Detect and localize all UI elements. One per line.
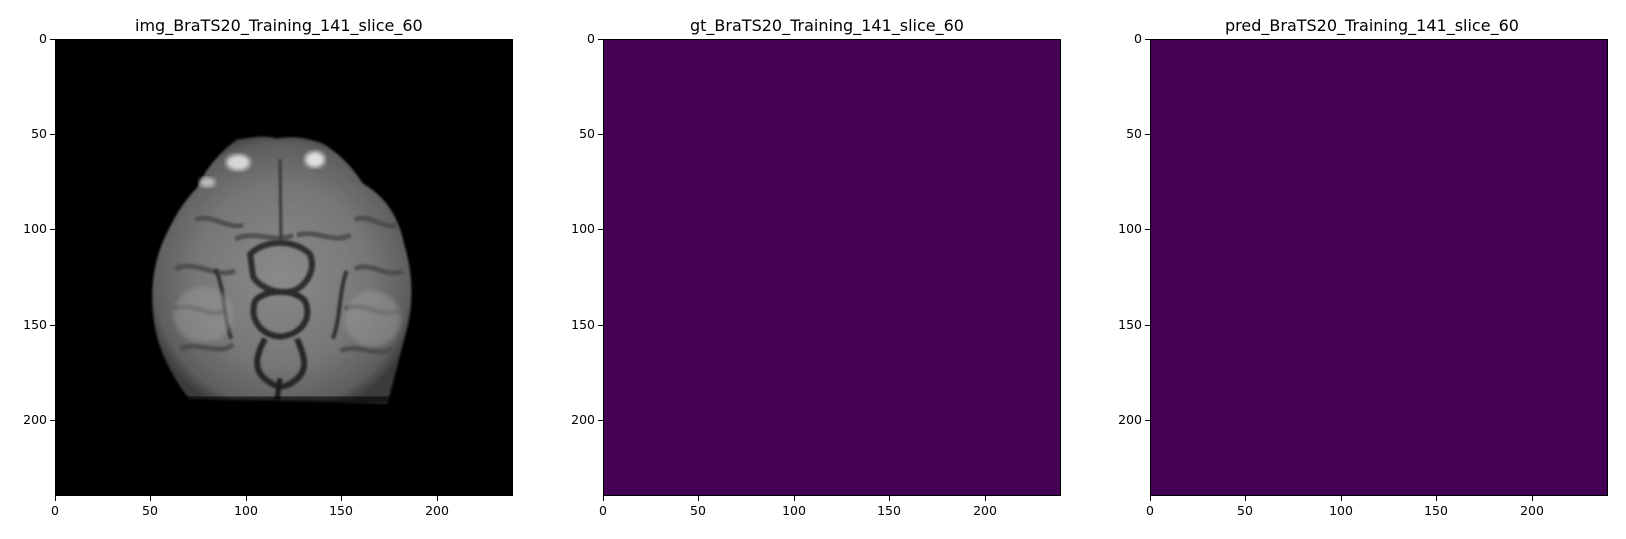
panel-title: pred_BraTS20_Training_141_slice_60 bbox=[1225, 16, 1519, 35]
x-tick-label: 200 bbox=[425, 503, 449, 518]
x-tick-mark bbox=[150, 496, 151, 501]
y-tick-label: 150 bbox=[23, 317, 47, 332]
x-tick-mark bbox=[246, 496, 247, 501]
x-tick-label: 0 bbox=[1146, 503, 1154, 518]
y-tick-mark bbox=[598, 420, 603, 421]
y-tick-mark bbox=[50, 420, 55, 421]
x-tick-mark bbox=[698, 496, 699, 501]
x-tick-label: 100 bbox=[234, 503, 258, 518]
y-tick-label: 200 bbox=[571, 412, 595, 427]
x-tick-label: 50 bbox=[142, 503, 158, 518]
prediction-mask-image bbox=[1151, 40, 1607, 495]
y-tick-label: 150 bbox=[571, 317, 595, 332]
panel-image: img_BraTS20_Training_141_slice_60 bbox=[0, 0, 540, 539]
x-tick-label: 100 bbox=[782, 503, 806, 518]
y-tick-label: 200 bbox=[23, 412, 47, 427]
ground-truth-mask-image bbox=[604, 40, 1060, 495]
y-tick-label: 100 bbox=[1118, 221, 1142, 236]
x-tick-mark bbox=[437, 496, 438, 501]
x-tick-mark bbox=[1436, 496, 1437, 501]
y-tick-mark bbox=[50, 229, 55, 230]
y-tick-mark bbox=[598, 325, 603, 326]
mri-brain-slice-image bbox=[56, 40, 512, 495]
panel-ground-truth: gt_BraTS20_Training_141_slice_60 bbox=[0, 0, 1061, 539]
y-tick-mark bbox=[50, 39, 55, 40]
y-tick-mark bbox=[50, 134, 55, 135]
y-tick-mark bbox=[1145, 325, 1150, 326]
y-tick-label: 0 bbox=[587, 31, 595, 46]
x-tick-label: 50 bbox=[690, 503, 706, 518]
y-tick-label: 0 bbox=[39, 31, 47, 46]
x-tick-mark bbox=[889, 496, 890, 501]
image-axes bbox=[55, 39, 513, 496]
ground-truth-axes bbox=[603, 39, 1061, 496]
x-tick-mark bbox=[1245, 496, 1246, 501]
x-tick-mark bbox=[603, 496, 604, 501]
y-tick-label: 100 bbox=[571, 221, 595, 236]
x-tick-mark bbox=[985, 496, 986, 501]
y-tick-label: 50 bbox=[1126, 126, 1142, 141]
prediction-axes bbox=[1150, 39, 1608, 496]
x-tick-label: 200 bbox=[1520, 503, 1544, 518]
x-tick-mark bbox=[55, 496, 56, 501]
x-tick-mark bbox=[1150, 496, 1151, 501]
y-tick-mark bbox=[50, 325, 55, 326]
x-tick-mark bbox=[341, 496, 342, 501]
y-tick-mark bbox=[598, 134, 603, 135]
y-tick-mark bbox=[1145, 134, 1150, 135]
x-tick-mark bbox=[1341, 496, 1342, 501]
x-tick-label: 0 bbox=[599, 503, 607, 518]
x-tick-label: 0 bbox=[51, 503, 59, 518]
y-tick-label: 150 bbox=[1118, 317, 1142, 332]
x-tick-label: 150 bbox=[1424, 503, 1448, 518]
y-tick-mark bbox=[598, 229, 603, 230]
x-tick-label: 50 bbox=[1237, 503, 1253, 518]
y-tick-mark bbox=[1145, 229, 1150, 230]
y-tick-label: 0 bbox=[1134, 31, 1142, 46]
y-tick-label: 50 bbox=[579, 126, 595, 141]
panel-title: gt_BraTS20_Training_141_slice_60 bbox=[690, 16, 964, 35]
y-tick-label: 50 bbox=[31, 126, 47, 141]
y-tick-label: 100 bbox=[23, 221, 47, 236]
y-tick-mark bbox=[1145, 39, 1150, 40]
y-tick-mark bbox=[598, 39, 603, 40]
y-tick-mark bbox=[1145, 420, 1150, 421]
x-tick-mark bbox=[1532, 496, 1533, 501]
x-tick-label: 150 bbox=[329, 503, 353, 518]
panel-title: img_BraTS20_Training_141_slice_60 bbox=[135, 16, 423, 35]
x-tick-label: 100 bbox=[1329, 503, 1353, 518]
y-tick-label: 200 bbox=[1118, 412, 1142, 427]
x-tick-mark bbox=[794, 496, 795, 501]
x-tick-label: 150 bbox=[877, 503, 901, 518]
x-tick-label: 200 bbox=[973, 503, 997, 518]
